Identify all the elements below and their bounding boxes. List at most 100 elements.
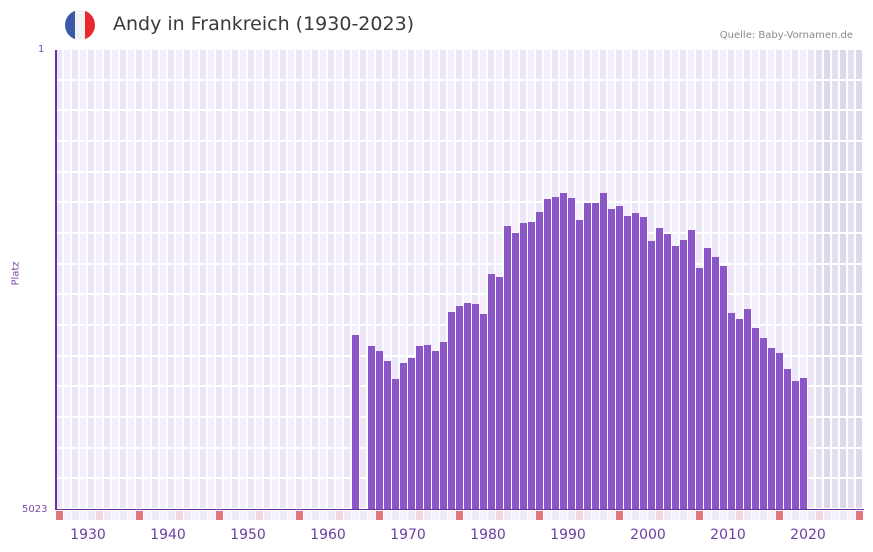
grid-cell xyxy=(560,142,566,171)
bar-2015[interactable] xyxy=(752,327,759,510)
grid-cell xyxy=(832,203,838,232)
grid-cell xyxy=(256,326,262,355)
half-decade-tick xyxy=(176,511,183,520)
grid-cell xyxy=(216,387,222,416)
grid-cell xyxy=(408,264,414,294)
grid-cell xyxy=(704,50,710,79)
bar-1990[interactable] xyxy=(552,196,559,510)
bar-1984[interactable] xyxy=(504,225,511,510)
grid-cell xyxy=(832,50,838,79)
grid-cell xyxy=(232,234,238,263)
grid-cell xyxy=(608,111,614,140)
bar-1976[interactable] xyxy=(440,341,447,510)
bar-2009[interactable] xyxy=(704,247,711,510)
bar-2016[interactable] xyxy=(760,337,767,510)
bar-1988[interactable] xyxy=(536,211,543,510)
bar-2021[interactable] xyxy=(800,378,807,510)
bar-2019[interactable] xyxy=(784,368,791,510)
year-tick xyxy=(168,511,175,520)
grid-cell xyxy=(296,234,302,263)
grid-cell xyxy=(624,80,630,110)
bar-1977[interactable] xyxy=(448,311,455,510)
bar-2006[interactable] xyxy=(680,239,687,510)
grid-cell xyxy=(400,264,406,294)
grid-cell xyxy=(824,142,830,171)
grid-cell xyxy=(400,111,406,140)
bar-2013[interactable] xyxy=(736,318,743,510)
grid-cell xyxy=(392,295,398,324)
bar-1971[interactable] xyxy=(400,362,407,510)
bar-1994[interactable] xyxy=(584,202,591,510)
grid-cell xyxy=(776,295,782,324)
bar-1992[interactable] xyxy=(568,197,575,510)
bar-2018[interactable] xyxy=(776,353,783,510)
bar-1985[interactable] xyxy=(512,232,519,510)
grid-cell xyxy=(408,172,414,202)
grid-cell xyxy=(600,172,606,202)
bar-1969[interactable] xyxy=(384,360,391,510)
grid-cell xyxy=(216,326,222,355)
bar-1996[interactable] xyxy=(600,192,607,510)
year-tick xyxy=(288,511,295,520)
bar-2014[interactable] xyxy=(744,308,751,510)
grid-cell xyxy=(264,80,270,110)
bar-1974[interactable] xyxy=(424,344,431,510)
bar-2010[interactable] xyxy=(712,256,719,510)
bar-2008[interactable] xyxy=(696,268,703,510)
bar-1999[interactable] xyxy=(624,215,631,510)
grid-cell xyxy=(648,203,654,232)
grid-cell xyxy=(776,50,782,79)
bar-1981[interactable] xyxy=(480,313,487,510)
grid-cell xyxy=(760,80,766,110)
bar-2003[interactable] xyxy=(656,227,663,510)
bar-1980[interactable] xyxy=(472,303,479,510)
bar-2007[interactable] xyxy=(688,229,695,510)
grid-cell xyxy=(104,448,110,478)
x-tick-label-1930: 1930 xyxy=(70,527,106,543)
bar-1983[interactable] xyxy=(496,276,503,510)
bar-1965[interactable] xyxy=(352,334,359,510)
bar-1995[interactable] xyxy=(592,202,599,510)
grid-cell xyxy=(496,172,502,202)
grid-cell xyxy=(712,142,718,171)
grid-cell xyxy=(328,234,334,263)
bar-1986[interactable] xyxy=(520,222,527,510)
grid-cell xyxy=(224,387,230,416)
bar-1975[interactable] xyxy=(432,350,439,510)
bar-1989[interactable] xyxy=(544,198,551,510)
bar-2002[interactable] xyxy=(648,240,655,510)
grid-cell xyxy=(800,50,806,79)
bar-1970[interactable] xyxy=(392,378,399,510)
bar-2020[interactable] xyxy=(792,380,799,510)
bar-1993[interactable] xyxy=(576,219,583,510)
grid-cell xyxy=(160,264,166,294)
grid-cell xyxy=(200,418,206,447)
bar-1982[interactable] xyxy=(488,273,495,510)
bar-1978[interactable] xyxy=(456,305,463,510)
year-tick xyxy=(144,511,151,520)
bar-2004[interactable] xyxy=(664,233,671,510)
bar-1973[interactable] xyxy=(416,345,423,510)
bar-1998[interactable] xyxy=(616,205,623,510)
bar-2012[interactable] xyxy=(728,312,735,510)
bar-2005[interactable] xyxy=(672,245,679,510)
bar-2017[interactable] xyxy=(768,347,775,510)
bar-1991[interactable] xyxy=(560,192,567,510)
grid-cell xyxy=(344,111,350,140)
bar-1967[interactable] xyxy=(368,345,375,510)
bar-1979[interactable] xyxy=(464,302,471,510)
bar-2001[interactable] xyxy=(640,216,647,510)
grid-cell xyxy=(64,264,70,294)
grid-cell xyxy=(320,418,326,447)
bar-1972[interactable] xyxy=(408,357,415,510)
bar-1968[interactable] xyxy=(376,350,383,510)
grid-cell xyxy=(216,203,222,232)
bar-2011[interactable] xyxy=(720,265,727,510)
bar-1987[interactable] xyxy=(528,221,535,510)
year-tick xyxy=(120,511,127,520)
bar-2000[interactable] xyxy=(632,212,639,510)
grid-cell xyxy=(848,80,854,110)
grid-cell xyxy=(640,111,646,140)
grid-cell xyxy=(520,111,526,140)
bar-1997[interactable] xyxy=(608,208,615,510)
